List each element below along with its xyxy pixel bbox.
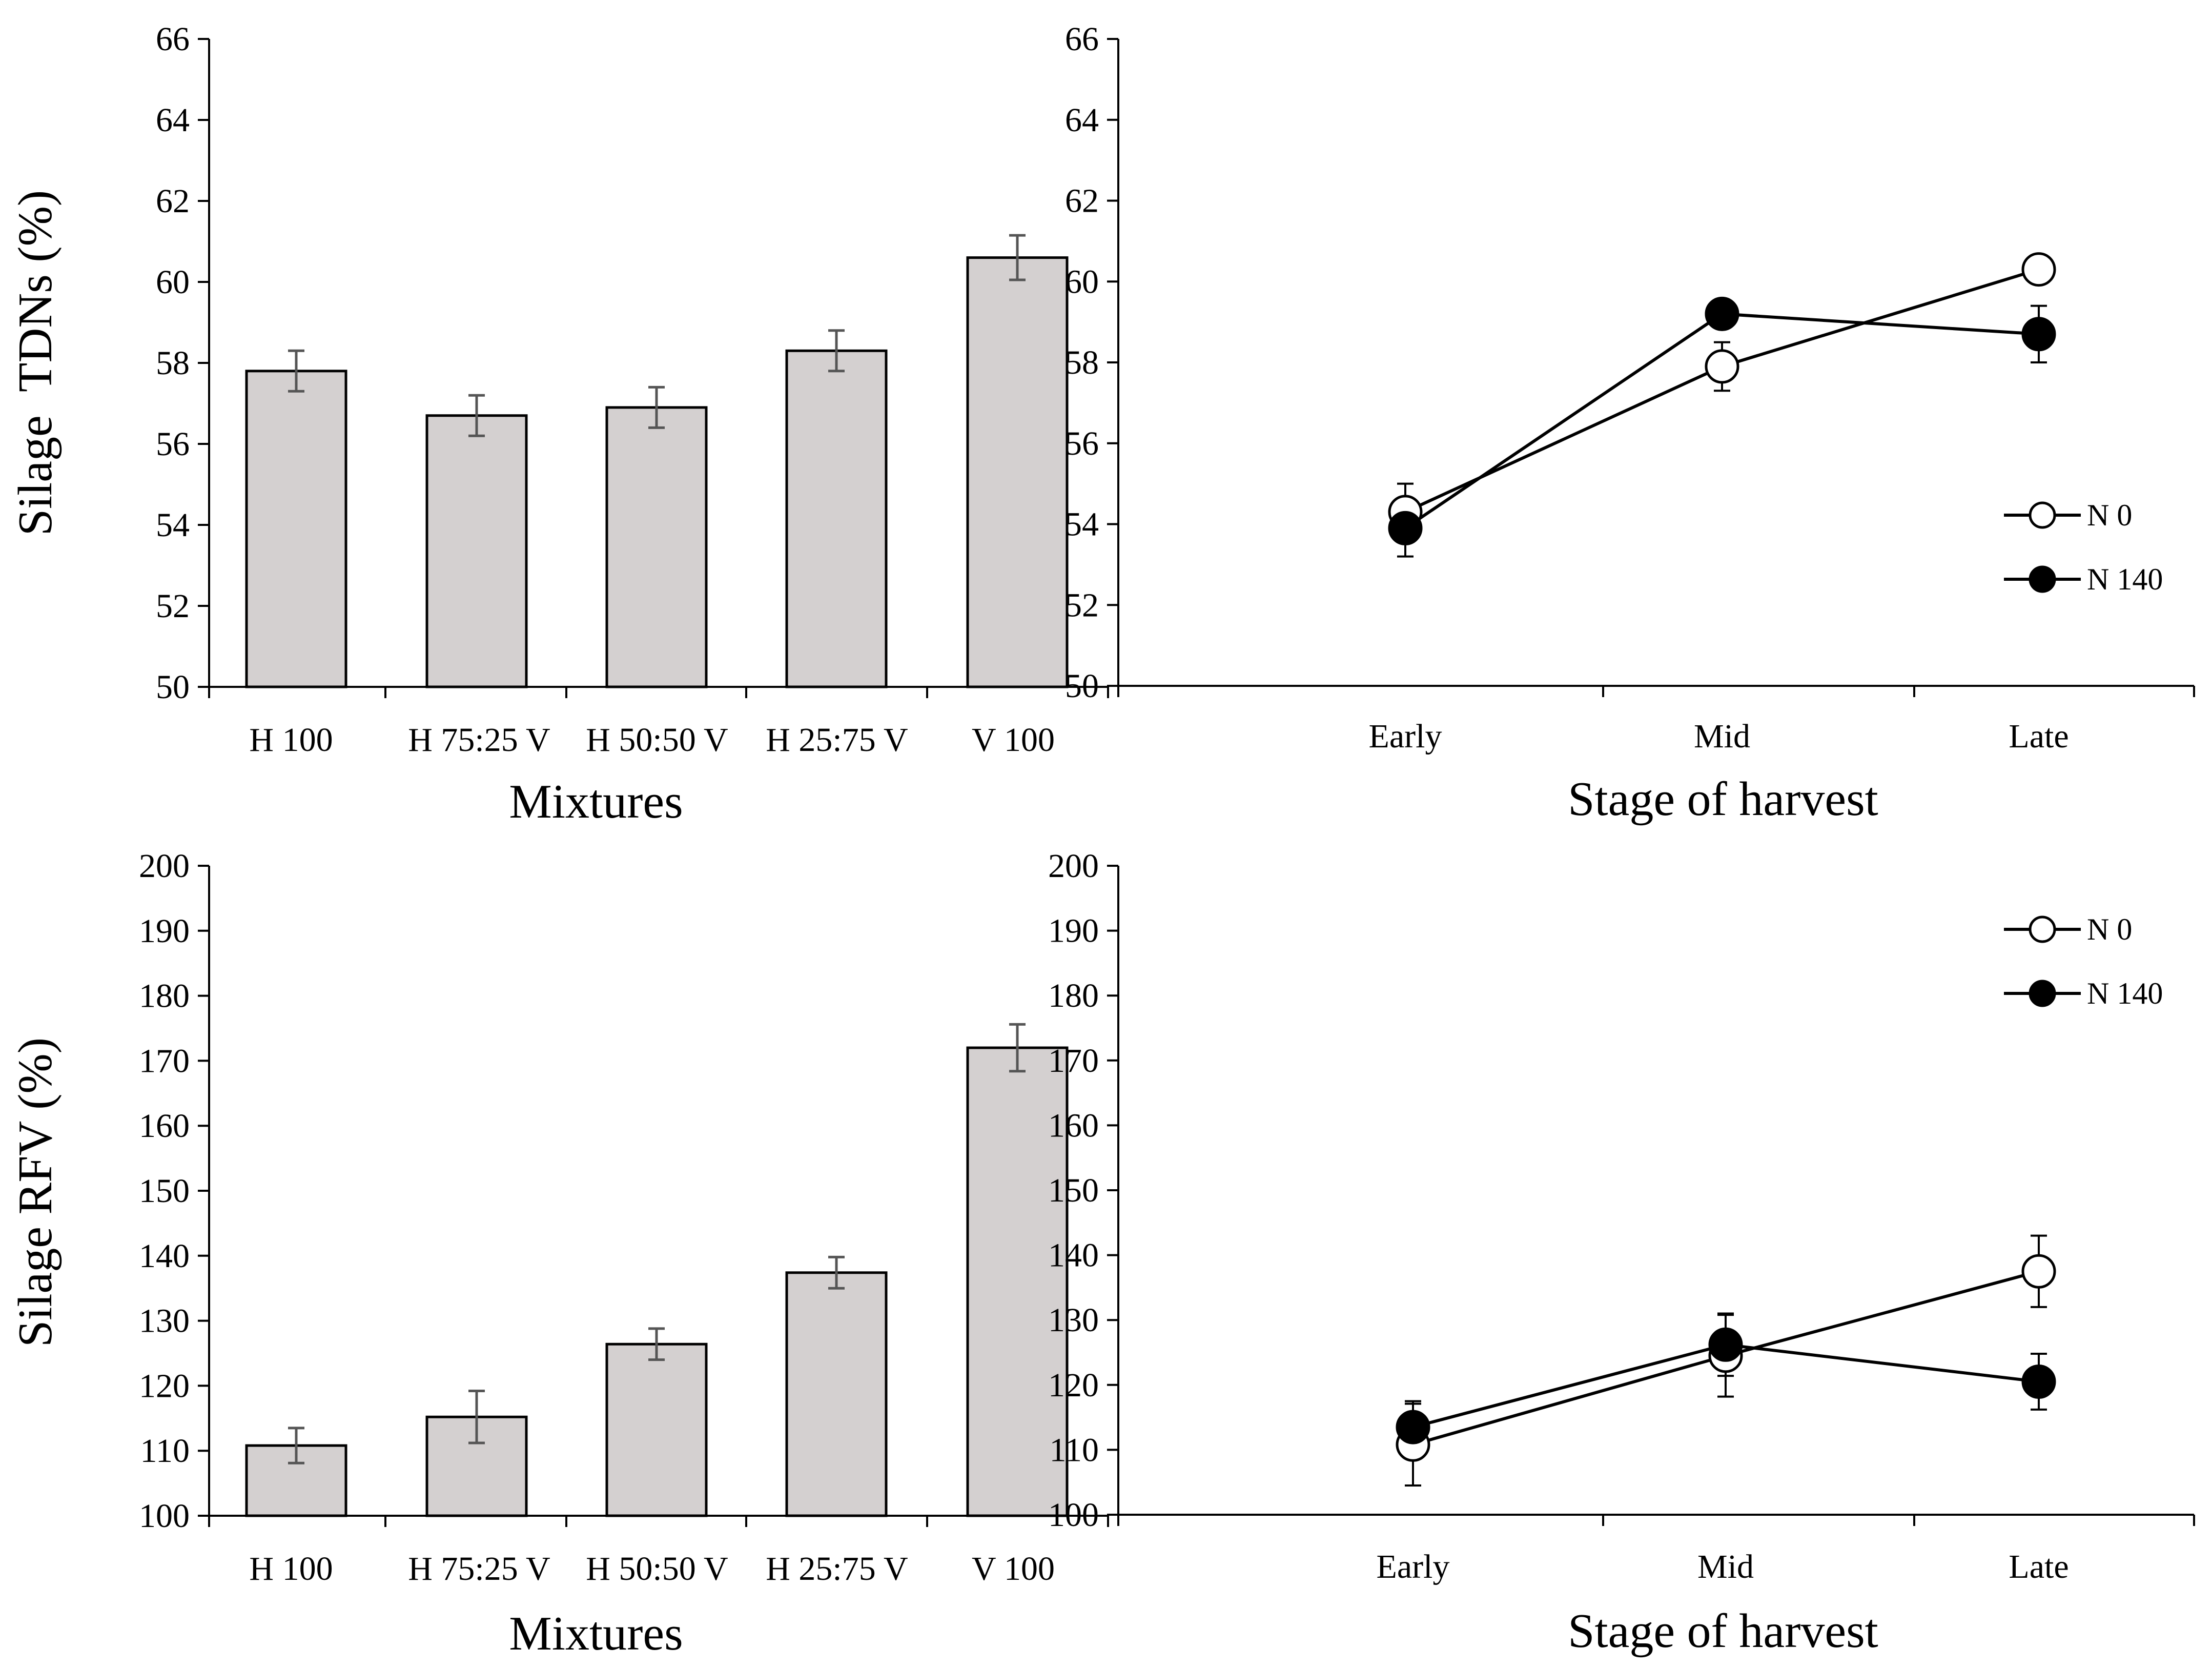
y-tick-label: 120: [139, 1367, 190, 1405]
x-tick-label: H 25:75 V: [766, 721, 908, 759]
y-tick-label: 64: [1065, 101, 1099, 139]
x-tick-label: Mid: [1694, 718, 1750, 755]
legend-marker: [2029, 565, 2056, 593]
y-tick-label: 130: [1048, 1301, 1099, 1339]
bar: [966, 256, 1069, 688]
y-tick-label: 54: [156, 506, 190, 544]
legend-marker: [2029, 980, 2056, 1007]
y-tick-label: 190: [1048, 912, 1099, 950]
y-tick-label: 66: [156, 21, 190, 58]
x-tick-label: Mid: [1697, 1548, 1754, 1585]
y-tick-label: 62: [156, 182, 190, 220]
y-tick-label: 150: [139, 1172, 190, 1210]
legend-label: N 140: [2087, 976, 2163, 1010]
y-tick-label: 130: [139, 1302, 190, 1340]
x-tick-label: V 100: [972, 721, 1055, 759]
y-tick-label: 54: [1065, 506, 1099, 543]
y-axis-title: Silage RFV (%): [9, 1037, 62, 1347]
x-axis-title: Stage of harvest: [1568, 1604, 1878, 1658]
y-tick-label: 120: [1048, 1367, 1099, 1404]
y-tick-label: 58: [1065, 344, 1099, 381]
legend-label: N 0: [2087, 912, 2132, 946]
x-tick-label: H 75:25 V: [408, 1550, 550, 1587]
y-tick-label: 170: [139, 1042, 190, 1080]
chart-panel-1: 50 52 54 56 58 60 62 64 66 Silage TDNs (%) Mixture…: [9, 21, 1109, 828]
x-tick-label: H 75:25 V: [408, 721, 550, 759]
x-tick-label: H 50:50 V: [586, 1550, 728, 1587]
data-point-n140: [1388, 511, 1423, 545]
bar: [605, 406, 708, 688]
y-tick-label: 170: [1048, 1042, 1099, 1080]
x-tick-label: H 100: [249, 721, 333, 759]
y-tick-label: 150: [1048, 1172, 1099, 1209]
chart-panel-2: 50 52 54 56 58 60 62 64 66 Stage of harvest Early M…: [1065, 21, 2195, 826]
legend-label: N 0: [2087, 498, 2132, 532]
x-tick-label: Early: [1377, 1548, 1450, 1585]
legend-label: N 140: [2087, 562, 2163, 596]
data-point-n140: [1396, 1410, 1430, 1444]
y-tick-label: 60: [156, 263, 190, 301]
y-tick-label: 110: [1049, 1431, 1099, 1469]
y-tick-label: 180: [139, 978, 190, 1015]
y-tick-label: 56: [156, 425, 190, 463]
y-tick-label: 52: [156, 587, 190, 625]
y-tick-label: 58: [156, 344, 190, 382]
x-axis-title: Mixtures: [509, 1607, 683, 1660]
bar: [605, 1342, 708, 1517]
y-tick-label: 66: [1065, 21, 1099, 58]
y-tick-label: 160: [1048, 1107, 1099, 1144]
bar: [425, 414, 528, 688]
data-point-n140: [2021, 1364, 2056, 1399]
bar: [785, 349, 888, 688]
x-tick-label: Late: [2009, 1548, 2068, 1585]
y-tick-label: 52: [1065, 586, 1099, 624]
x-tick-label: H 100: [249, 1550, 333, 1587]
data-point-n140: [1708, 1327, 1743, 1362]
x-axis-title: Stage of harvest: [1568, 772, 1878, 826]
chart-panel-4: 100 110 120 130 140 150 160 170 180 190 200 Stage o…: [1048, 847, 2195, 1658]
y-tick-label: 50: [1065, 667, 1099, 705]
y-tick-label: 180: [1048, 977, 1099, 1014]
y-tick-label: 140: [139, 1237, 190, 1275]
chart-panel-3: 100 110 120 130 140 150 160 170 180 190 200 Silage …: [9, 847, 1109, 1660]
bar: [785, 1271, 888, 1517]
y-tick-label: 100: [139, 1497, 190, 1535]
x-tick-label: H 25:75 V: [766, 1550, 908, 1587]
y-tick-label: 190: [139, 912, 190, 950]
data-point-n0: [2021, 1254, 2056, 1289]
legend-marker: [2029, 501, 2056, 529]
y-tick-label: 140: [1048, 1237, 1099, 1274]
y-tick-label: 200: [1048, 847, 1099, 885]
y-tick-label: 100: [1048, 1496, 1099, 1534]
y-tick-label: 60: [1065, 263, 1099, 300]
y-tick-label: 50: [156, 668, 190, 706]
data-point-n140: [1705, 296, 1739, 331]
data-point-n0: [2021, 252, 2056, 287]
y-axis-title: Silage TDNs (%): [9, 190, 62, 536]
x-tick-label: Early: [1369, 718, 1442, 755]
y-tick-label: 200: [139, 847, 190, 885]
x-tick-label: H 50:50 V: [586, 721, 728, 759]
y-tick-label: 110: [140, 1432, 190, 1470]
y-tick-label: 56: [1065, 425, 1099, 462]
x-tick-label: Late: [2009, 718, 2068, 755]
y-tick-label: 62: [1065, 182, 1099, 220]
x-axis-title: Mixtures: [509, 775, 683, 828]
y-tick-label: 160: [139, 1107, 190, 1145]
data-point-n140: [2021, 317, 2056, 352]
data-point-n0: [1705, 349, 1739, 384]
y-tick-label: 64: [156, 101, 190, 139]
legend-marker: [2029, 915, 2056, 943]
x-tick-label: V 100: [972, 1550, 1055, 1587]
bar: [245, 370, 347, 688]
